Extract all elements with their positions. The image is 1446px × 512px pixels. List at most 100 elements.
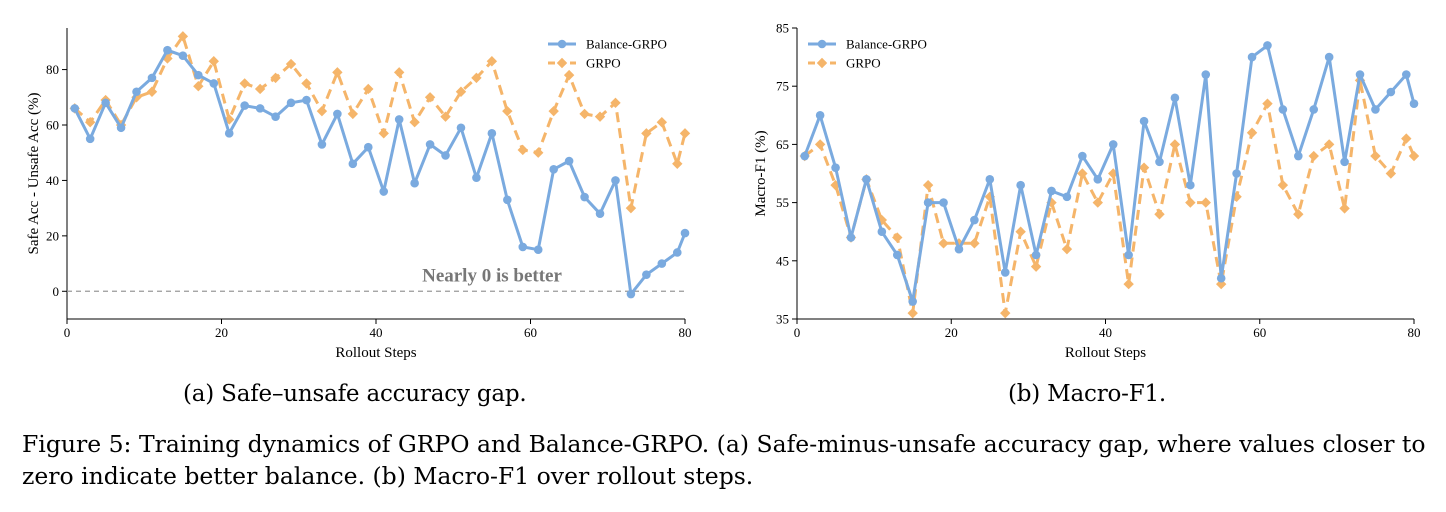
- legend: Balance-GRPO GRPO: [808, 37, 927, 71]
- data-point: [892, 232, 903, 243]
- data-point: [1047, 186, 1056, 196]
- data-point: [348, 159, 358, 169]
- data-point: [876, 214, 888, 226]
- chart-a: 0 20 40 60 80 0 20 40 60 80 Rollout Steps Safe Acc …: [26, 28, 692, 361]
- legend-label: Balance-GRPO: [846, 37, 927, 52]
- data-point: [970, 215, 979, 225]
- data-point: [1093, 175, 1103, 184]
- y-tick-label: 65: [776, 137, 789, 152]
- data-point: [1370, 150, 1381, 162]
- data-point: [862, 175, 871, 184]
- data-point: [333, 109, 342, 119]
- data-point: [580, 192, 589, 202]
- y-axis-label: Macro-F1 (%): [753, 130, 769, 216]
- y-axis-label: Safe Acc - Unsafe Acc (%): [26, 92, 42, 254]
- data-point: [1216, 273, 1226, 283]
- data-point: [425, 140, 435, 149]
- data-point: [1061, 243, 1073, 255]
- y-tick-label: 40: [46, 173, 59, 188]
- data-point: [564, 156, 574, 166]
- data-point: [163, 45, 172, 55]
- data-point: [271, 112, 280, 121]
- figure-caption: Figure 5: Training dynamics of GRPO and …: [22, 430, 1426, 490]
- data-point: [1324, 52, 1334, 62]
- legend-marker: [557, 39, 567, 49]
- data-point: [1308, 150, 1319, 162]
- x-tick-label: 20: [215, 325, 228, 340]
- data-point: [194, 70, 203, 80]
- data-point: [224, 129, 234, 138]
- data-point: [907, 307, 918, 319]
- data-point: [549, 165, 558, 174]
- data-point: [1340, 157, 1349, 167]
- data-point: [1246, 127, 1258, 138]
- data-point: [1124, 250, 1133, 260]
- data-point: [487, 129, 497, 138]
- data-point: [656, 117, 668, 128]
- data-point: [178, 51, 188, 61]
- data-point: [1401, 70, 1411, 79]
- data-point: [923, 198, 933, 207]
- data-point: [938, 238, 949, 249]
- data-point: [363, 83, 374, 95]
- data-point: [954, 244, 964, 254]
- data-point: [1092, 197, 1103, 208]
- data-point: [595, 209, 605, 218]
- data-point: [286, 98, 296, 108]
- data-point: [410, 178, 419, 188]
- data-point: [1294, 151, 1303, 161]
- data-point: [657, 259, 667, 268]
- data-point: [672, 158, 683, 169]
- annotation-nearly-zero: Nearly 0 is better: [422, 265, 562, 286]
- data-point: [472, 173, 481, 182]
- data-point: [455, 86, 467, 97]
- data-point: [1154, 209, 1165, 220]
- data-point: [1170, 93, 1180, 103]
- data-point: [815, 111, 825, 120]
- data-point: [1371, 105, 1380, 114]
- legend-marker: [556, 57, 568, 69]
- data-point: [239, 78, 250, 89]
- data-point: [379, 187, 389, 196]
- data-point: [518, 242, 528, 252]
- data-point: [193, 81, 204, 92]
- series-line: [803, 78, 1416, 315]
- data-point: [1263, 41, 1272, 50]
- legend-marker: [816, 57, 828, 69]
- subcaption-b: (b) Macro-F1.: [1008, 381, 1167, 407]
- data-point: [502, 105, 513, 117]
- data-point: [255, 104, 265, 113]
- data-point: [1185, 197, 1196, 208]
- data-point: [301, 78, 312, 89]
- data-point: [441, 151, 450, 160]
- data-point: [877, 227, 887, 236]
- data-point: [1155, 157, 1164, 167]
- x-tick-label: 40: [370, 325, 383, 340]
- data-point: [642, 270, 651, 279]
- data-point: [1232, 169, 1241, 178]
- legend-label: GRPO: [586, 56, 621, 71]
- data-point: [1339, 203, 1350, 214]
- data-point: [1409, 99, 1419, 108]
- legend-label: Balance-GRPO: [586, 37, 667, 52]
- data-point: [611, 176, 620, 185]
- x-tick-label: 60: [524, 325, 537, 340]
- data-point: [610, 97, 621, 109]
- y-tick-label: 80: [46, 62, 59, 77]
- x-axis-label: Rollout Steps: [335, 345, 416, 361]
- y-tick-label: 20: [46, 228, 59, 243]
- legend-label: GRPO: [846, 56, 881, 71]
- data-point: [563, 69, 575, 81]
- data-point: [101, 98, 110, 108]
- data-point: [625, 202, 637, 214]
- data-point: [378, 128, 389, 139]
- data-point: [363, 142, 373, 152]
- data-point: [409, 117, 420, 128]
- data-point: [1123, 278, 1134, 290]
- data-point: [846, 233, 856, 242]
- y-tick-label: 85: [776, 21, 789, 36]
- data-point: [1000, 268, 1010, 277]
- x-tick-label: 60: [1253, 325, 1266, 340]
- data-point: [1323, 139, 1335, 150]
- data-point: [456, 123, 466, 133]
